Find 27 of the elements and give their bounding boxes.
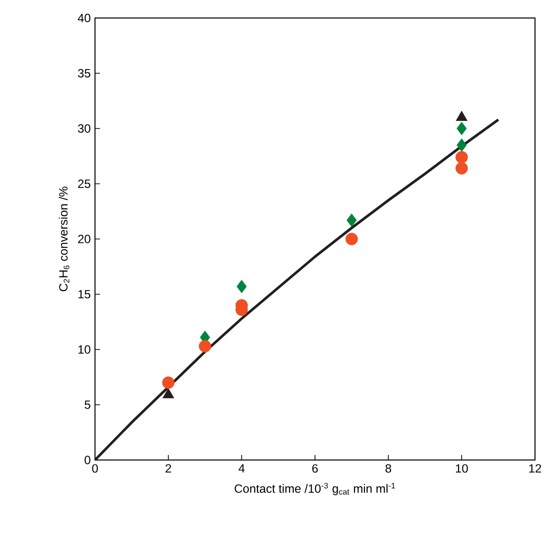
y-tick-label: 40 [78, 14, 90, 22]
y-tick-label: 15 [78, 290, 90, 298]
point [456, 138, 467, 152]
y-tick-label: 0 [84, 456, 90, 464]
point [455, 151, 468, 164]
x-tick-label: 2 [166, 464, 172, 473]
y-tick-label: 30 [78, 124, 90, 133]
x-axis-title: Contact time /10$^{-3}$ g$_{cat}$ min ml$^{-1}$ [234, 482, 396, 496]
x-tick-label: 6 [312, 464, 318, 473]
x-tick-label: 8 [386, 464, 392, 473]
y-axis-title: C$_{2}$H$_{6}$ conversion /% [58, 186, 70, 292]
point [456, 122, 467, 136]
point [162, 376, 175, 389]
y-tick-label: 20 [78, 234, 90, 244]
point [198, 340, 212, 352]
x-tick-label: 0 [92, 464, 98, 473]
point [346, 214, 357, 227]
y-tick-label: 25 [78, 180, 90, 188]
point [345, 232, 358, 246]
y-tick-label: 10 [78, 345, 90, 354]
y-tick-label: 35 [78, 69, 90, 78]
point [236, 280, 247, 294]
x-tick-label: 10 [456, 464, 468, 473]
x-tick-label: 12 [529, 464, 542, 473]
x-tick-label: 4 [238, 464, 245, 472]
point [455, 162, 468, 174]
y-tick-label: 5 [84, 400, 90, 409]
